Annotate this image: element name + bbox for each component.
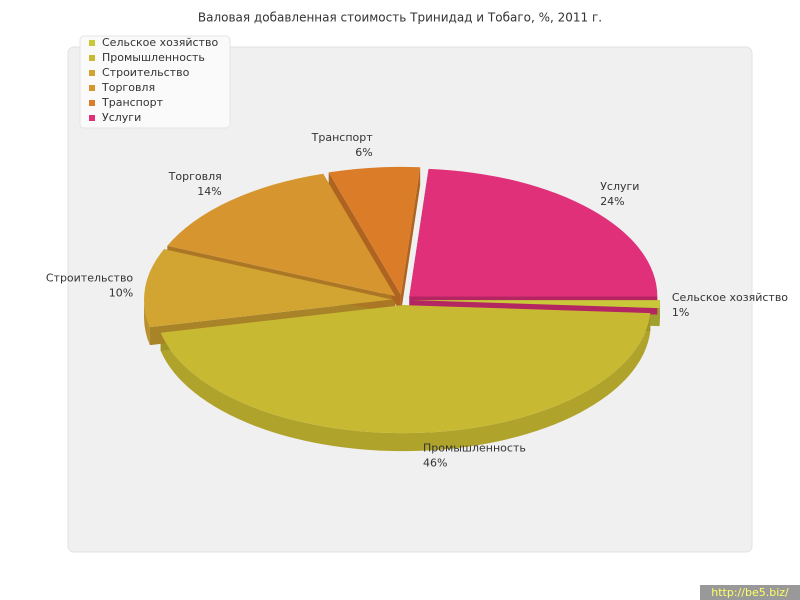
slice-label: Торговля bbox=[168, 170, 222, 183]
legend-marker bbox=[89, 115, 95, 121]
slice-label: Промышленность bbox=[423, 442, 526, 455]
slice-label: Транспорт bbox=[311, 131, 374, 144]
legend-box bbox=[79, 35, 231, 129]
slice-side bbox=[160, 313, 651, 452]
slice-value-label: 6% bbox=[355, 146, 372, 159]
slice-side bbox=[144, 299, 150, 346]
slice-value-label: 24% bbox=[600, 195, 624, 208]
slice bbox=[411, 300, 660, 309]
slice bbox=[144, 249, 393, 328]
legend: Сельское хозяйство Промышленность Строител… bbox=[79, 35, 231, 129]
legend-label: Строительство bbox=[102, 66, 190, 79]
legend-marker bbox=[89, 100, 95, 106]
slice bbox=[160, 305, 651, 434]
slice-edge bbox=[400, 167, 421, 313]
legend-label: Сельское хозяйство bbox=[102, 36, 218, 49]
legend-marker bbox=[89, 40, 95, 46]
legend-label: Торговля bbox=[101, 81, 155, 94]
legend-marker bbox=[89, 70, 95, 76]
watermark: http://be5.biz/ bbox=[711, 586, 789, 599]
legend-marker bbox=[89, 85, 95, 91]
legend-label: Транспорт bbox=[101, 96, 164, 109]
watermark-bg bbox=[700, 585, 800, 600]
legend-marker bbox=[89, 55, 95, 61]
slice-value-label: 14% bbox=[197, 185, 221, 198]
chart-title: Валовая добавленная стоимость Тринидад и… bbox=[198, 11, 602, 25]
tops bbox=[144, 166, 660, 434]
slice bbox=[409, 168, 658, 297]
legend-label: Промышленность bbox=[102, 51, 205, 64]
legend-label: Услуги bbox=[102, 111, 141, 124]
slice bbox=[328, 166, 421, 295]
slice-value-label: 1% bbox=[672, 306, 689, 319]
slice-value-label: 10% bbox=[109, 286, 133, 299]
slice bbox=[167, 173, 396, 297]
slice-label: Строительство bbox=[46, 271, 134, 284]
slice-label: Сельское хозяйство bbox=[672, 291, 788, 304]
slice-label: Услуги bbox=[600, 180, 639, 193]
slice-value-label: 46% bbox=[423, 457, 447, 470]
